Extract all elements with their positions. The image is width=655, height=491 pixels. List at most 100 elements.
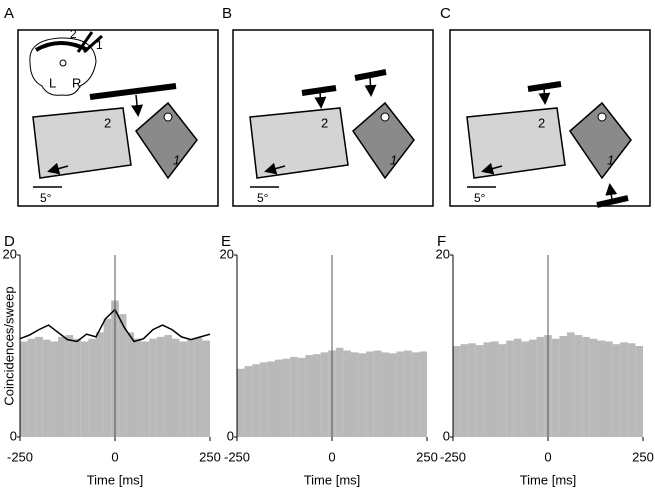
x-axis-label: Time [ms] bbox=[304, 472, 361, 487]
rf-1 bbox=[569, 101, 632, 180]
bar bbox=[411, 352, 420, 437]
motion-arrow bbox=[364, 76, 377, 97]
bar bbox=[35, 336, 43, 437]
x-tick-label: 0 bbox=[544, 449, 551, 464]
y-tick-label: 20 bbox=[220, 246, 234, 261]
diagram-c: C 2 1 5° bbox=[440, 5, 651, 208]
bar bbox=[521, 341, 529, 437]
bar bbox=[335, 347, 344, 437]
bar bbox=[313, 354, 321, 437]
scale-label: 5° bbox=[40, 191, 52, 205]
bar bbox=[612, 344, 621, 437]
x-axis-label: Time [ms] bbox=[87, 472, 144, 487]
rf-label: 1 bbox=[173, 152, 180, 167]
bar bbox=[559, 335, 567, 437]
rf-1 bbox=[135, 101, 198, 180]
y-tick-label: 0 bbox=[10, 428, 17, 443]
bar bbox=[96, 332, 104, 437]
bar bbox=[27, 338, 36, 437]
head-label: R bbox=[72, 75, 81, 90]
rf-2 bbox=[249, 107, 349, 179]
bar bbox=[351, 352, 359, 437]
panel-letter: A bbox=[4, 5, 14, 22]
bar bbox=[103, 318, 112, 437]
x-tick-label: 250 bbox=[416, 449, 438, 464]
rf-label: 2 bbox=[321, 115, 328, 130]
bar bbox=[635, 346, 643, 437]
x-tick-label: -250 bbox=[7, 449, 33, 464]
bar bbox=[460, 344, 469, 437]
rf-2 bbox=[466, 107, 566, 179]
bar bbox=[172, 338, 180, 437]
rf-1 bbox=[352, 101, 415, 180]
bar bbox=[65, 335, 74, 437]
bar bbox=[483, 342, 491, 437]
rf-label: 1 bbox=[390, 152, 397, 167]
panel-frame bbox=[17, 29, 219, 207]
bar bbox=[237, 368, 245, 437]
panel-letter: D bbox=[4, 233, 15, 250]
rf-2 bbox=[32, 107, 132, 179]
head-label: 2 bbox=[70, 27, 77, 41]
bar bbox=[453, 346, 461, 437]
bar bbox=[627, 343, 636, 437]
bar bbox=[404, 350, 412, 437]
panel-frame bbox=[449, 29, 651, 207]
bar bbox=[513, 338, 522, 437]
bar bbox=[259, 362, 268, 437]
x-tick-label: 250 bbox=[199, 449, 221, 464]
bar bbox=[88, 338, 96, 437]
bar bbox=[468, 343, 476, 437]
panel-letter: F bbox=[437, 233, 446, 250]
bar bbox=[551, 338, 560, 437]
stimulus-bar bbox=[89, 83, 177, 100]
bar bbox=[389, 353, 397, 437]
motion-arrow bbox=[131, 94, 144, 117]
panel-letter: E bbox=[221, 233, 231, 250]
electrode bbox=[83, 34, 103, 54]
y-tick-label: 0 bbox=[227, 428, 234, 443]
bar bbox=[343, 350, 351, 437]
stimulus-bar bbox=[301, 85, 337, 96]
head-label: 1 bbox=[96, 38, 103, 52]
bar bbox=[164, 335, 172, 437]
bar bbox=[506, 340, 514, 437]
bar bbox=[187, 339, 195, 437]
rf-dot bbox=[163, 112, 173, 122]
bar bbox=[50, 341, 58, 437]
bar bbox=[536, 336, 545, 437]
panel-letter: C bbox=[440, 5, 451, 22]
bar bbox=[366, 351, 374, 437]
motion-arrow bbox=[481, 162, 503, 175]
y-axis-label: Coincidences/sweep bbox=[1, 286, 16, 405]
bar bbox=[20, 341, 28, 437]
bar bbox=[156, 336, 165, 437]
bar bbox=[373, 350, 382, 437]
bar bbox=[179, 341, 188, 437]
bar bbox=[73, 338, 81, 437]
bar bbox=[567, 332, 575, 437]
x-tick-label: 250 bbox=[632, 449, 654, 464]
x-tick-label: -250 bbox=[440, 449, 466, 464]
bar bbox=[320, 352, 329, 437]
bar bbox=[149, 338, 157, 437]
bar bbox=[42, 339, 51, 437]
motion-arrow bbox=[314, 91, 327, 109]
bar bbox=[574, 335, 583, 437]
bar bbox=[475, 345, 484, 437]
bar bbox=[381, 352, 389, 437]
bar bbox=[605, 341, 613, 437]
bar bbox=[297, 357, 306, 437]
scale-label: 5° bbox=[257, 191, 269, 205]
rf-label: 2 bbox=[104, 115, 111, 130]
diagram-a: A 2 1 L R 2 1 5° bbox=[4, 5, 219, 207]
y-tick-label: 20 bbox=[3, 246, 17, 261]
bar bbox=[589, 338, 598, 437]
bar bbox=[290, 356, 298, 437]
bar bbox=[267, 361, 275, 437]
rf-dot bbox=[380, 112, 390, 122]
motion-arrow bbox=[605, 183, 618, 201]
bar bbox=[202, 340, 210, 437]
panel-frame bbox=[232, 29, 434, 207]
motion-arrow bbox=[538, 87, 551, 105]
